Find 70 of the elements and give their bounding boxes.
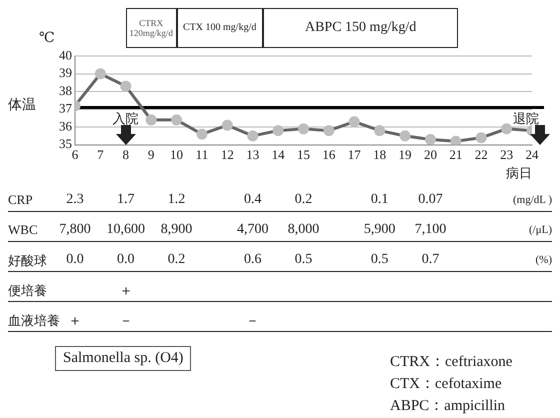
x-tick-label: 14 [272, 147, 286, 162]
text: (mg/dL ) [513, 194, 552, 206]
data-label: 0.5 [294, 252, 314, 268]
data-label: 7,100 [414, 222, 448, 238]
x-tick-label: 13 [246, 147, 260, 162]
x-tick-label: 16 [322, 147, 336, 162]
data-label: 0.6 [242, 252, 262, 268]
data-label: － [118, 313, 134, 330]
text: Salmonella sp. (O4) [63, 350, 184, 366]
text: 好酸球 [8, 252, 47, 270]
x-tick-label: 20 [424, 147, 437, 162]
y-tick-label: 35 [59, 136, 72, 152]
data-label: 0.0 [116, 252, 136, 268]
text: WBC [8, 222, 38, 238]
annotation: 退院 [512, 111, 540, 126]
data-label: 7,800 [58, 222, 92, 238]
data-label: － [244, 313, 261, 330]
text: CTRX 120mg/kg/d [128, 18, 174, 38]
y-tick-label: 39 [59, 65, 72, 80]
data-label: 0.4 [242, 192, 262, 208]
data-label: 0.1 [370, 192, 390, 208]
annotation: 入院 [112, 111, 140, 126]
data-label: ＋ [68, 314, 82, 329]
x-axis-title: 病日 [506, 166, 532, 181]
x-tick-label: 8 [122, 147, 130, 162]
text: 血液培養 [8, 312, 60, 330]
y-tick-label: 36 [59, 118, 72, 134]
data-label: 0.07 [417, 192, 444, 208]
data-label: 8,000 [286, 222, 320, 238]
data-label: 0.2 [294, 192, 314, 208]
text: (%) [536, 254, 552, 266]
text: ℃ [39, 30, 55, 47]
data-label: 8,900 [160, 222, 194, 238]
x-tick-label: 9 [148, 147, 154, 162]
x-tick-label: 6 [72, 147, 79, 162]
data-label: ＋ [118, 283, 134, 300]
data-label: 0.0 [66, 252, 84, 267]
data-label: 1.2 [166, 192, 186, 208]
y-axis-title: 体温 [8, 96, 36, 114]
data-label: 2.3 [65, 192, 85, 208]
text: ABPC 150 mg/kg/d [304, 20, 416, 36]
x-tick-label: 12 [220, 147, 234, 162]
x-tick-label: 17 [348, 147, 362, 162]
text: CTX 100 mg/kg/d [183, 22, 256, 34]
data-label: 5,900 [362, 222, 396, 238]
x-tick-label: 10 [170, 147, 184, 162]
x-tick-label: 24 [526, 147, 539, 162]
x-tick-label: 22 [474, 147, 488, 162]
text: (/μL) [529, 224, 552, 236]
data-label: 0.7 [420, 252, 440, 268]
text: 便培養 [8, 282, 47, 300]
y-tick-label: 40 [59, 47, 72, 62]
x-tick-label: 7 [97, 147, 104, 162]
y-tick-label: 38 [59, 82, 72, 98]
data-label: 4,700 [236, 222, 270, 238]
data-label: 0.2 [166, 252, 186, 268]
text: CRP [8, 192, 33, 208]
data-label: 1.7 [116, 192, 136, 208]
x-tick-label: 21 [449, 147, 462, 162]
data-label: 0.5 [370, 252, 390, 268]
x-tick-label: 23 [500, 147, 514, 162]
y-tick-label: 37 [59, 100, 72, 116]
x-tick-label: 11 [196, 147, 208, 162]
text: ABPC：ampicillin [390, 397, 506, 415]
x-tick-label: 19 [398, 147, 412, 162]
data-label: 10,600 [106, 222, 146, 238]
text: CTRX：ceftriaxone [390, 353, 512, 371]
text: CTX：cefotaxime [390, 375, 502, 393]
x-tick-label: 18 [373, 147, 386, 162]
x-tick-label: 15 [297, 147, 310, 162]
